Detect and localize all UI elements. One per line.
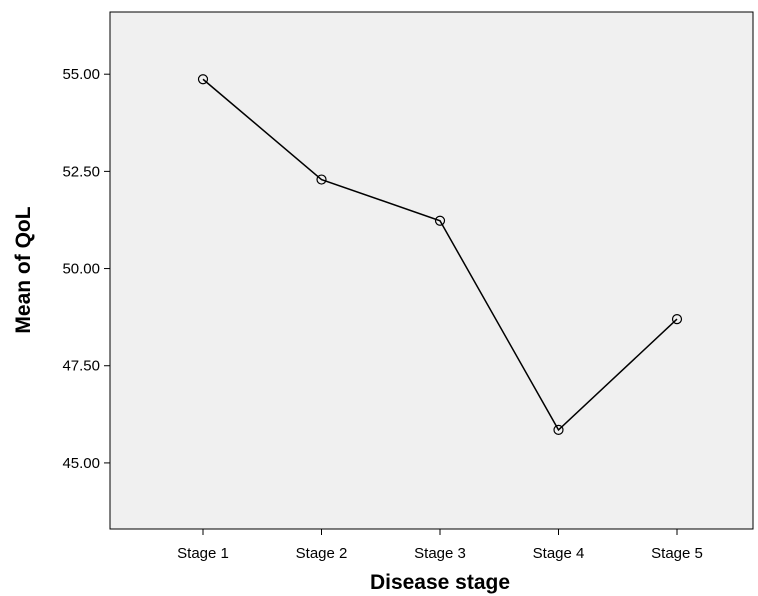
x-tick-label: Stage 2 — [296, 545, 348, 562]
y-tick-label: 50.00 — [62, 261, 100, 278]
x-axis-ticks: Stage 1 Stage 2 Stage 3 Stage 4 Stage 5 — [177, 529, 703, 562]
data-points — [197, 74, 683, 435]
y-tick-label: 52.50 — [62, 163, 100, 180]
x-tick-label: Stage 3 — [414, 545, 466, 562]
x-axis-title: Disease stage — [370, 571, 510, 594]
data-point — [553, 424, 564, 435]
series-line — [202, 78, 678, 432]
data-point — [197, 74, 209, 85]
data-point — [316, 174, 327, 185]
y-axis-ticks: 45.00 47.50 50.00 52.50 55.00 — [62, 66, 110, 472]
y-tick-label: 45.00 — [62, 455, 100, 472]
plot-area — [109, 11, 754, 530]
x-tick-label: Stage 5 — [651, 545, 703, 562]
data-point — [434, 215, 446, 226]
y-tick-label: 55.00 — [62, 66, 100, 83]
data-point — [671, 313, 683, 325]
x-tick-label: Stage 1 — [177, 545, 229, 562]
x-tick-label: Stage 4 — [533, 545, 585, 562]
y-tick-label: 47.50 — [62, 358, 100, 375]
y-axis-title: Mean of QoL — [12, 206, 35, 333]
